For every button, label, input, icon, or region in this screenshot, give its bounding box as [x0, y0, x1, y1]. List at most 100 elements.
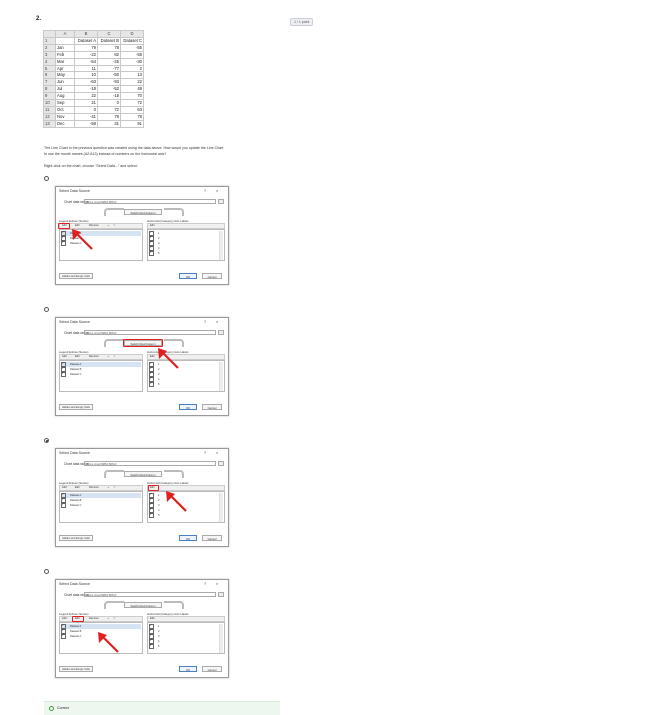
- list-item[interactable]: Dataset C: [61, 633, 141, 639]
- cancel-button[interactable]: Cancel: [202, 535, 222, 541]
- cell: Dataset B: [97, 36, 121, 45]
- ok-button[interactable]: OK: [179, 535, 197, 541]
- series-list[interactable]: Dataset A Dataset B Dataset C: [59, 360, 143, 392]
- column-header: D: [120, 30, 144, 38]
- checkbox[interactable]: [149, 250, 154, 256]
- range-picker-button[interactable]: [218, 460, 224, 466]
- list-item[interactable]: 5: [149, 512, 229, 518]
- move-down-button[interactable]: ▼: [113, 224, 116, 227]
- close-button[interactable]: ×: [216, 319, 219, 324]
- remove-series-button[interactable]: Remove: [89, 224, 99, 227]
- close-button[interactable]: ×: [216, 581, 219, 586]
- close-button[interactable]: ×: [216, 188, 219, 193]
- help-button[interactable]: ?: [204, 320, 206, 324]
- cancel-button[interactable]: Cancel: [202, 404, 222, 410]
- axis-item: 5: [158, 383, 160, 387]
- help-button[interactable]: ?: [204, 582, 206, 586]
- chart-range-input[interactable]: =Line Graph!$B$1:$D$13: [84, 329, 216, 335]
- range-picker-button[interactable]: [218, 591, 224, 597]
- legend-entries-label: Legend Entries (Series): [59, 219, 89, 223]
- chart-range-input[interactable]: =Line Graph!$B$1:$D$13: [84, 198, 216, 204]
- move-down-button[interactable]: ▼: [113, 355, 116, 358]
- add-series-button[interactable]: Add: [62, 486, 67, 489]
- hidden-empty-cells-button[interactable]: Hidden and Empty Cells: [59, 535, 93, 541]
- switch-row-column-button[interactable]: Switch Row/Column: [124, 209, 162, 215]
- list-item[interactable]: Dataset C: [61, 240, 141, 246]
- list-item[interactable]: 5: [149, 250, 229, 256]
- checkbox[interactable]: [149, 512, 154, 518]
- move-up-button[interactable]: ▲: [107, 617, 110, 620]
- close-button[interactable]: ×: [216, 450, 219, 455]
- axis-labels-list[interactable]: 1 2 3 4 5: [147, 622, 225, 654]
- move-up-button[interactable]: ▲: [107, 355, 110, 358]
- switch-row-column-button[interactable]: Switch Row/Column: [124, 471, 162, 477]
- series-list[interactable]: Dataset A Dataset B Dataset C: [59, 491, 143, 523]
- scrollbar[interactable]: [219, 493, 223, 522]
- cell: Mar: [55, 57, 75, 66]
- scrollbar[interactable]: [219, 362, 223, 391]
- hidden-empty-cells-button[interactable]: Hidden and Empty Cells: [59, 273, 93, 279]
- axis-labels-label: Horizontal (Category) Axis Labels: [147, 350, 189, 354]
- checkbox[interactable]: [149, 643, 154, 649]
- hidden-empty-cells-button[interactable]: Hidden and Empty Cells: [59, 666, 93, 672]
- axis-toolbar: [147, 354, 225, 360]
- list-item[interactable]: 5: [149, 643, 229, 649]
- red-arrow-icon: [72, 229, 93, 250]
- add-series-button[interactable]: Add: [62, 617, 67, 620]
- move-up-button[interactable]: ▲: [107, 486, 110, 489]
- option-radio[interactable]: [44, 569, 49, 574]
- edit-series-button[interactable]: Edit: [75, 224, 80, 227]
- edit-axis-labels-button[interactable]: Edit: [150, 617, 155, 620]
- ok-button[interactable]: OK: [179, 273, 197, 279]
- add-series-button[interactable]: Add: [62, 224, 67, 227]
- checkbox[interactable]: [61, 371, 66, 377]
- edit-axis-labels-button[interactable]: Edit: [150, 224, 155, 227]
- option-radio[interactable]: [44, 176, 49, 181]
- option-radio[interactable]: [44, 438, 49, 443]
- edit-series-button[interactable]: Edit: [75, 486, 80, 489]
- row-number: 12: [43, 112, 56, 121]
- switch-row-column-button[interactable]: Switch Row/Column: [124, 602, 162, 608]
- option-radio[interactable]: [44, 307, 49, 312]
- checkbox[interactable]: [61, 240, 66, 246]
- edit-axis-labels-button[interactable]: Edit: [150, 486, 155, 489]
- move-up-button[interactable]: ▲: [107, 224, 110, 227]
- red-arrow-icon: [158, 348, 179, 369]
- checkbox[interactable]: [61, 633, 66, 639]
- ok-button[interactable]: OK: [179, 404, 197, 410]
- series-name: Dataset A: [70, 625, 82, 629]
- remove-series-button[interactable]: Remove: [89, 486, 99, 489]
- cancel-button[interactable]: Cancel: [202, 666, 222, 672]
- chart-range-input[interactable]: =Line Graph!$B$1:$D$13: [84, 460, 216, 466]
- help-button[interactable]: ?: [204, 189, 206, 193]
- hidden-empty-cells-button[interactable]: Hidden and Empty Cells: [59, 404, 93, 410]
- range-picker-button[interactable]: [218, 329, 224, 335]
- ok-button[interactable]: OK: [179, 666, 197, 672]
- scrollbar[interactable]: [219, 624, 223, 653]
- series-list[interactable]: Dataset A Dataset B Dataset C: [59, 622, 143, 654]
- edit-axis-labels-button[interactable]: Edit: [150, 355, 155, 358]
- checkbox[interactable]: [61, 502, 66, 508]
- cancel-button[interactable]: Cancel: [202, 273, 222, 279]
- list-item[interactable]: 5: [149, 381, 229, 387]
- cell: Apr: [55, 64, 75, 73]
- move-down-button[interactable]: ▼: [113, 617, 116, 620]
- remove-series-button[interactable]: Remove: [89, 617, 99, 620]
- list-item[interactable]: Dataset C: [61, 371, 141, 377]
- move-down-button[interactable]: ▼: [113, 486, 116, 489]
- checkbox[interactable]: [149, 381, 154, 387]
- switch-row-column-button[interactable]: Switch Row/Column: [124, 340, 162, 346]
- axis-labels-list[interactable]: 1 2 3 4 5: [147, 491, 225, 523]
- edit-series-button[interactable]: Edit: [75, 355, 80, 358]
- red-arrow-icon: [166, 491, 187, 512]
- add-series-button[interactable]: Add: [62, 355, 67, 358]
- axis-labels-list[interactable]: 1 2 3 4 5: [147, 229, 225, 261]
- remove-series-button[interactable]: Remove: [89, 355, 99, 358]
- axis-labels-list[interactable]: 1 2 3 4 5: [147, 360, 225, 392]
- chart-range-input[interactable]: =Line Graph!$B$1:$D$13: [84, 591, 216, 597]
- scrollbar[interactable]: [219, 231, 223, 260]
- help-button[interactable]: ?: [204, 451, 206, 455]
- range-picker-button[interactable]: [218, 198, 224, 204]
- edit-series-button[interactable]: Edit: [75, 617, 80, 620]
- list-item[interactable]: Dataset C: [61, 502, 141, 508]
